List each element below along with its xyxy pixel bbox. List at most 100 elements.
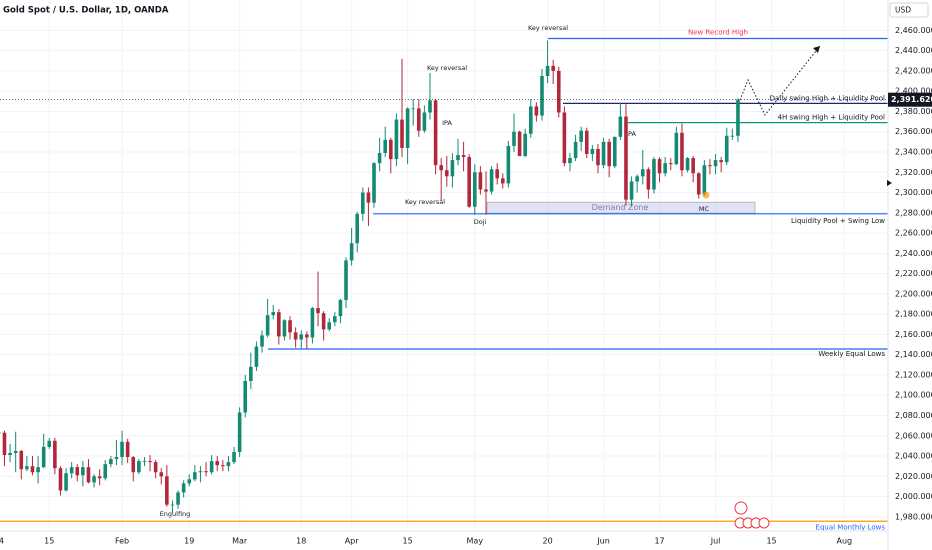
candle-body <box>422 112 427 131</box>
candle-body <box>277 312 281 337</box>
candle-body <box>366 192 371 203</box>
candle-body <box>478 172 483 190</box>
y-tick-label: 2,220.000 <box>895 269 932 278</box>
y-tick-label: 2,340.000 <box>895 148 932 157</box>
candle-body <box>92 476 96 483</box>
level-label: Equal Monthly Lows <box>816 523 886 531</box>
y-tick-label: 2,460.000 <box>895 26 932 35</box>
currency-box[interactable] <box>889 2 929 18</box>
annotation: PA <box>628 130 637 138</box>
candle-body <box>607 141 611 167</box>
candle-body <box>400 119 404 148</box>
candle-body <box>657 159 662 174</box>
candle-body <box>349 243 354 261</box>
annotation: Key reversal <box>528 24 568 32</box>
candle-body <box>103 464 108 479</box>
candle-body <box>30 466 35 473</box>
demand-zone-label: Demand Zone <box>592 203 649 212</box>
candle-body <box>624 116 628 200</box>
candle-body <box>8 452 12 456</box>
currency: USD <box>895 6 911 15</box>
candle-body <box>534 106 539 116</box>
candle-body <box>13 450 18 453</box>
candle-body <box>193 472 197 480</box>
candle-body <box>612 136 617 167</box>
candle-body <box>86 467 91 483</box>
candle-body <box>652 159 656 190</box>
candle-body <box>674 132 679 165</box>
candle-body <box>579 130 583 142</box>
candle-body <box>590 148 595 155</box>
y-tick-label: 2,380.000 <box>895 107 932 116</box>
x-tick-label: Apr <box>345 537 360 546</box>
projection-arrow <box>813 46 820 53</box>
candle-body <box>551 65 555 71</box>
candle-body <box>310 308 315 338</box>
candle-body <box>383 139 388 154</box>
candle-body <box>288 320 292 333</box>
candle-body <box>489 169 494 192</box>
y-tick-label: 2,360.000 <box>895 127 932 136</box>
y-tick-label: 2,260.000 <box>895 229 932 238</box>
y-tick-label: 2,320.000 <box>895 168 932 177</box>
candle-body <box>204 471 208 473</box>
demand-zone <box>486 201 756 214</box>
candle-body <box>640 169 645 177</box>
candle-body <box>25 466 29 470</box>
y-tick-label: 2,420.000 <box>895 66 932 75</box>
candle-body <box>372 163 376 203</box>
candle-body <box>584 130 589 155</box>
y-tick-label: 2,140.000 <box>895 350 932 359</box>
candle-body <box>724 135 729 163</box>
candle-body <box>344 260 348 300</box>
candle-body <box>120 441 124 458</box>
event-icon[interactable] <box>734 501 748 515</box>
candle-body <box>148 461 152 463</box>
candle-body <box>109 459 113 465</box>
candle-body <box>293 332 298 340</box>
candle-body <box>271 312 276 316</box>
level-label: Daily swing High + Liquidity Pool <box>770 94 885 102</box>
x-tick-label: 24 <box>0 537 4 546</box>
candle-body <box>456 155 460 161</box>
candle-body <box>176 492 180 505</box>
candle-body <box>433 100 438 166</box>
candle-body <box>663 163 667 174</box>
level-label: Weekly Equal Lows <box>818 350 885 358</box>
candle-body <box>377 153 382 164</box>
candle-body <box>125 441 130 458</box>
candle-body <box>545 65 550 77</box>
candle-body <box>556 70 561 113</box>
candle-body <box>361 192 365 214</box>
event-flag[interactable] <box>758 517 770 529</box>
level-label: 4H swing High + Liquidity Pool <box>778 114 885 122</box>
candle-body <box>327 322 332 330</box>
axis-marker <box>887 180 892 186</box>
candle-body <box>596 148 600 166</box>
candle-body <box>472 172 477 207</box>
candle-body <box>708 165 712 167</box>
candle-body <box>730 135 735 137</box>
candle-body <box>405 108 410 148</box>
candle-body <box>394 119 399 160</box>
candle-body <box>573 141 578 159</box>
candle-body <box>97 476 102 479</box>
candle-body <box>159 472 164 477</box>
candle-body <box>601 141 606 166</box>
candle-body <box>226 462 231 467</box>
candle-body <box>484 189 488 192</box>
candle-body <box>635 176 639 182</box>
candle-body <box>500 178 505 184</box>
candle-body <box>19 450 24 470</box>
y-tick-label: 2,020.000 <box>895 472 932 481</box>
candle-body <box>187 479 192 484</box>
y-tick-label: 2,120.000 <box>895 370 932 379</box>
candle-body <box>181 483 186 493</box>
candle-body <box>69 467 74 474</box>
candle-body <box>719 160 723 163</box>
candle-body <box>444 170 449 177</box>
x-tick-label: 15 <box>44 537 54 546</box>
y-tick-label: 2,300.000 <box>895 188 932 197</box>
plot-area: Demand Zone New Record High Daily swing Hi… <box>0 0 888 531</box>
